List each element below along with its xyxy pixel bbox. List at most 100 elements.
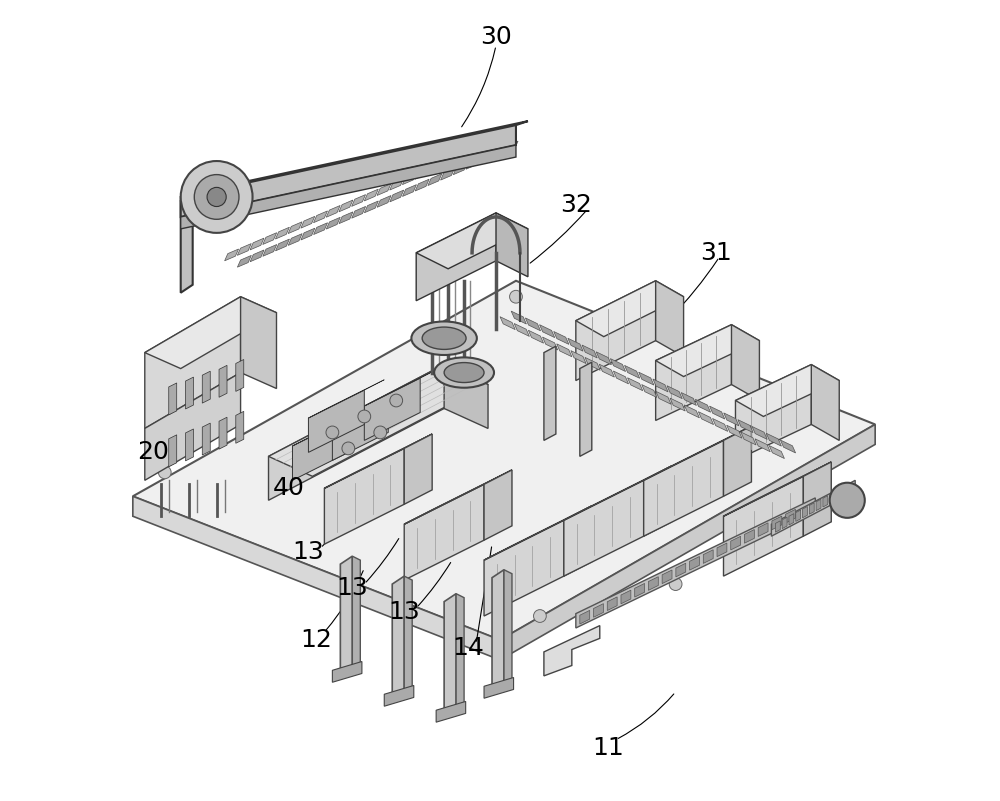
Polygon shape <box>440 156 454 168</box>
Circle shape <box>326 426 339 439</box>
Polygon shape <box>237 256 251 268</box>
Polygon shape <box>698 412 714 425</box>
Polygon shape <box>181 145 516 229</box>
Polygon shape <box>544 626 600 676</box>
Polygon shape <box>288 222 302 234</box>
Polygon shape <box>639 372 654 385</box>
Polygon shape <box>568 338 583 351</box>
Polygon shape <box>557 344 572 356</box>
Circle shape <box>830 483 865 517</box>
Polygon shape <box>724 413 739 426</box>
Polygon shape <box>775 521 780 532</box>
Text: 20: 20 <box>137 441 169 465</box>
Polygon shape <box>416 213 528 269</box>
Polygon shape <box>145 296 241 429</box>
Polygon shape <box>803 462 831 536</box>
Polygon shape <box>713 418 728 432</box>
Polygon shape <box>181 121 528 197</box>
Polygon shape <box>186 429 193 461</box>
Polygon shape <box>741 432 756 445</box>
Polygon shape <box>635 583 645 597</box>
Polygon shape <box>656 324 759 376</box>
Polygon shape <box>613 371 629 384</box>
Polygon shape <box>364 378 420 441</box>
Polygon shape <box>326 206 340 217</box>
Polygon shape <box>727 425 742 438</box>
Polygon shape <box>332 398 388 461</box>
Polygon shape <box>181 193 205 205</box>
Polygon shape <box>803 506 807 517</box>
Polygon shape <box>576 281 684 336</box>
Polygon shape <box>621 590 631 604</box>
Polygon shape <box>648 577 658 590</box>
Polygon shape <box>625 365 640 378</box>
Polygon shape <box>364 368 440 406</box>
Ellipse shape <box>411 321 477 355</box>
Circle shape <box>158 378 171 391</box>
Polygon shape <box>415 179 429 191</box>
Polygon shape <box>644 466 672 536</box>
Text: 11: 11 <box>592 736 624 759</box>
Polygon shape <box>314 223 328 235</box>
Polygon shape <box>219 365 227 397</box>
Polygon shape <box>836 489 841 500</box>
Polygon shape <box>504 141 518 153</box>
Polygon shape <box>786 509 795 523</box>
Polygon shape <box>340 556 352 676</box>
Polygon shape <box>308 380 384 418</box>
Circle shape <box>510 290 522 303</box>
Polygon shape <box>607 597 617 610</box>
Polygon shape <box>724 477 803 576</box>
Polygon shape <box>772 516 782 529</box>
Polygon shape <box>332 662 362 682</box>
Polygon shape <box>436 702 466 723</box>
Polygon shape <box>404 576 412 696</box>
Polygon shape <box>642 384 657 397</box>
Polygon shape <box>441 168 455 180</box>
Text: 12: 12 <box>300 628 332 652</box>
Text: 30: 30 <box>480 26 512 50</box>
Polygon shape <box>292 408 368 446</box>
Circle shape <box>194 175 239 219</box>
Polygon shape <box>269 364 444 501</box>
Polygon shape <box>504 570 512 688</box>
Polygon shape <box>514 324 529 336</box>
Polygon shape <box>731 324 759 400</box>
Polygon shape <box>755 439 770 452</box>
Polygon shape <box>181 125 516 217</box>
Polygon shape <box>540 324 555 337</box>
Polygon shape <box>564 481 644 576</box>
Polygon shape <box>145 296 276 368</box>
Polygon shape <box>241 296 276 388</box>
Polygon shape <box>543 337 558 350</box>
Polygon shape <box>402 185 416 196</box>
Polygon shape <box>219 417 227 449</box>
Polygon shape <box>738 420 753 433</box>
Ellipse shape <box>422 327 466 349</box>
Polygon shape <box>479 140 493 152</box>
Polygon shape <box>324 449 404 544</box>
Polygon shape <box>576 498 815 628</box>
Polygon shape <box>263 232 277 244</box>
Polygon shape <box>263 244 277 256</box>
Polygon shape <box>186 377 193 409</box>
Polygon shape <box>288 234 302 245</box>
Polygon shape <box>250 250 264 262</box>
Polygon shape <box>644 441 724 536</box>
Polygon shape <box>484 520 564 616</box>
Polygon shape <box>662 570 672 584</box>
Polygon shape <box>596 352 611 364</box>
Polygon shape <box>500 425 875 660</box>
Polygon shape <box>710 406 725 419</box>
Polygon shape <box>758 523 768 537</box>
Polygon shape <box>670 398 685 411</box>
Ellipse shape <box>434 357 494 388</box>
Polygon shape <box>145 372 241 481</box>
Circle shape <box>358 410 371 423</box>
Polygon shape <box>576 281 656 380</box>
Polygon shape <box>484 470 512 540</box>
Polygon shape <box>352 556 360 672</box>
Text: 14: 14 <box>452 636 484 660</box>
Polygon shape <box>377 195 391 207</box>
Text: 13: 13 <box>293 540 324 564</box>
